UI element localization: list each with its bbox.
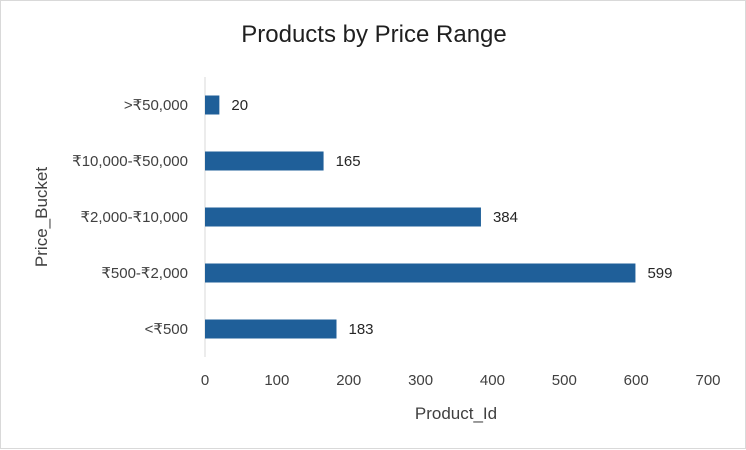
y-axis-title: Price_Bucket (32, 167, 51, 267)
bars-group (205, 95, 636, 339)
x-tick-label: 0 (201, 372, 209, 389)
x-axis-title: Product_Id (415, 404, 497, 423)
category-label: ₹2,000-₹10,000 (81, 209, 189, 226)
category-labels: >₹50,000 ₹10,000-₹50,000 ₹2,000-₹10,000 ₹50… (72, 97, 188, 338)
category-label: >₹50,000 (124, 97, 188, 114)
data-labels: 20 165 384 599 183 (231, 97, 672, 338)
data-label: 20 (231, 97, 248, 114)
chart-title: Products by Price Range (241, 21, 507, 48)
x-tick-label: 700 (696, 372, 721, 389)
x-tick-label: 400 (480, 372, 505, 389)
x-tick-label: 300 (408, 372, 433, 389)
bar (205, 319, 337, 339)
x-tick-labels: 0 100 200 300 400 500 600 700 (201, 372, 721, 389)
x-tick-label: 100 (264, 372, 289, 389)
x-tick-label: 600 (624, 372, 649, 389)
bar (205, 263, 636, 283)
data-label: 599 (647, 265, 672, 282)
category-label: ₹10,000-₹50,000 (72, 153, 188, 170)
data-label: 183 (349, 321, 374, 338)
data-label: 384 (493, 209, 518, 226)
bar (205, 151, 324, 171)
category-label: <₹500 (145, 321, 188, 338)
bar (205, 207, 481, 227)
bar (205, 95, 220, 115)
data-label: 165 (336, 153, 361, 170)
category-label: ₹500-₹2,000 (101, 265, 188, 282)
x-tick-label: 500 (552, 372, 577, 389)
x-tick-label: 200 (336, 372, 361, 389)
